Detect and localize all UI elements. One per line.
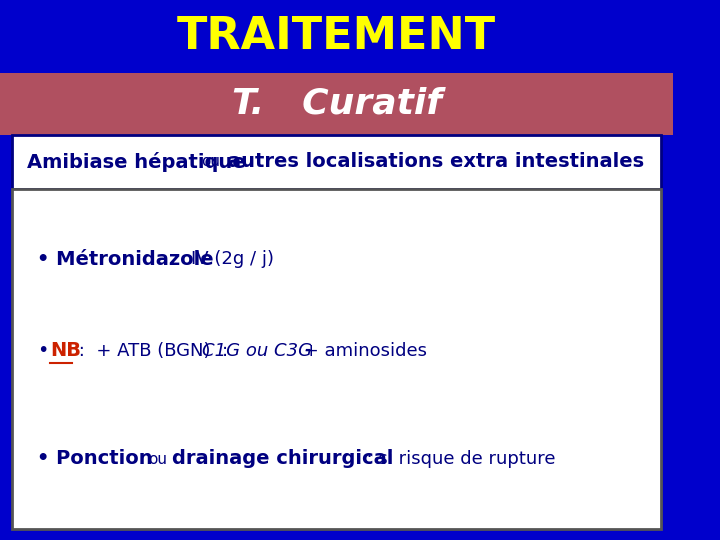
- FancyBboxPatch shape: [0, 73, 673, 135]
- Text: ou: ou: [201, 154, 220, 170]
- Text: • Ponction: • Ponction: [37, 449, 153, 469]
- FancyBboxPatch shape: [12, 135, 661, 189]
- Text: drainage chirurgical: drainage chirurgical: [171, 449, 393, 469]
- Text: NB: NB: [50, 341, 81, 361]
- Text: ou: ou: [148, 451, 167, 467]
- FancyBboxPatch shape: [0, 0, 673, 73]
- Text: IV (2g / j): IV (2g / j): [168, 250, 274, 268]
- Text: TRAITEMENT: TRAITEMENT: [177, 15, 496, 58]
- Text: autres localisations extra intestinales: autres localisations extra intestinales: [228, 152, 644, 172]
- Text: •: •: [37, 341, 48, 361]
- Text: • Métronidazole: • Métronidazole: [37, 249, 214, 269]
- Text: : si risque de rupture: : si risque de rupture: [355, 450, 555, 468]
- Text: + aminosides: + aminosides: [297, 342, 426, 360]
- Text: T.   Curatif: T. Curatif: [232, 87, 441, 121]
- Text: C1G ou C3G: C1G ou C3G: [202, 342, 312, 360]
- Text: Amibiase hépatique: Amibiase hépatique: [27, 152, 246, 172]
- FancyBboxPatch shape: [12, 189, 661, 529]
- Text: :  + ATB (BGN)  :: : + ATB (BGN) :: [73, 342, 233, 360]
